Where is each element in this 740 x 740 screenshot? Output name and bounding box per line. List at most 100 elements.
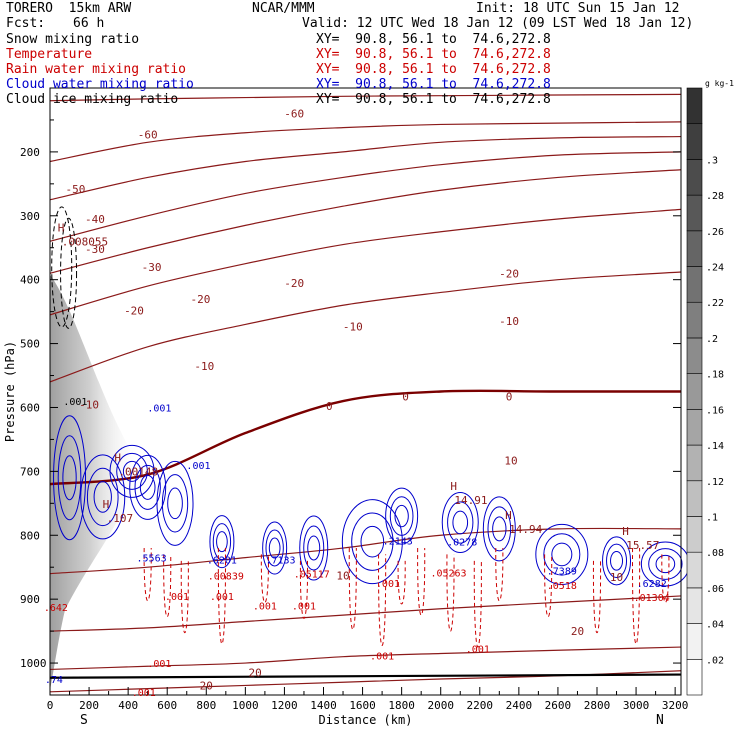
temperature-contour-label: -30 (85, 243, 105, 256)
cloud-water-contour (122, 460, 142, 482)
high-value-label: .107 (107, 512, 134, 525)
cloud-water-contour (482, 496, 516, 562)
rain-contour (260, 554, 269, 603)
cloud-water-contour (57, 435, 82, 521)
snow-contour (51, 206, 73, 328)
temperature-contour-label: -50 (65, 183, 85, 196)
temperature-contour-label: -60 (284, 108, 304, 121)
cloud-water-contour (648, 548, 683, 580)
mixing-ratio-label: .00839 (208, 572, 244, 583)
rain-contour (348, 548, 357, 631)
temperature-contour-label: 20 (571, 625, 584, 638)
temperature-contour-label: 10 (610, 571, 623, 584)
x-tick-label: 2200 (467, 699, 494, 712)
x-tick-label: 1800 (388, 699, 415, 712)
x-tick-label: 1600 (349, 699, 376, 712)
temperature-contour-label: 0 (326, 400, 333, 413)
x-tick-label: 2600 (545, 699, 572, 712)
cloud-water-contour (80, 454, 126, 540)
cloud-water-contour (655, 554, 676, 574)
cloud-water-contour (543, 533, 581, 576)
mixing-ratio-label: .001 (147, 659, 171, 670)
mixing-ratio-label: .001 (132, 688, 156, 699)
temperature-contour-label: 0 (506, 391, 513, 404)
colorbar-segment (686, 480, 703, 517)
x-tick-label: 400 (118, 699, 138, 712)
field-xy-temperature: XY= 90.8, 56.1 to 74.6,272.8 (316, 47, 551, 62)
y-tick-label: 1000 (20, 657, 47, 670)
y-tick-label: 400 (20, 274, 40, 287)
cloud-water-contour (53, 415, 87, 541)
temperature-contour-label: 10 (504, 455, 517, 468)
mixing-ratio-label: .001 (292, 602, 316, 613)
colorbar-tick-label: .06 (706, 584, 724, 595)
colorbar-tick-label: .12 (706, 477, 724, 488)
mixing-ratio-label: .001 (210, 592, 234, 603)
colorbar-segment (686, 230, 703, 267)
temperature-contour-10 (49, 527, 682, 575)
cloud-water-contour (86, 467, 119, 527)
x-tick-label: 2000 (427, 699, 454, 712)
field-name-rain: Rain water mixing ratio (6, 62, 187, 77)
mixing-ratio-label: .2143 (383, 536, 413, 547)
high-value-label: 14.91 (454, 494, 487, 507)
colorbar-tick-label: .24 (706, 263, 724, 274)
mixing-ratio-label: .0278 (447, 538, 477, 549)
cloud-water-contour (134, 464, 161, 510)
rain-contour (661, 554, 670, 603)
temperature-contour-label: -10 (79, 398, 99, 411)
cloud-water-contour (360, 525, 385, 558)
cloud-water-contour (452, 510, 469, 535)
high-value-label: .008055 (62, 235, 108, 248)
cloud-water-contour (212, 523, 232, 561)
cloud-water-contour (602, 536, 632, 586)
rain-contour (417, 548, 426, 616)
cloud-water-contour (93, 481, 112, 513)
cloud-water-contour (262, 521, 288, 575)
high-marker: H (114, 451, 121, 464)
temperature-contour-label: -30 (142, 261, 162, 274)
field-xy-cloud-ice: XY= 90.8, 56.1 to 74.6,272.8 (316, 92, 551, 107)
temperature-contour-label: -40 (85, 213, 105, 226)
cloud-water-contour (265, 529, 284, 567)
snow-contour (60, 217, 78, 329)
field-name-temperature: Temperature (6, 47, 93, 62)
temperature-contour-label: -10 (499, 315, 519, 328)
rain-contour (632, 548, 641, 645)
colorbar-segment (686, 301, 703, 339)
temperature-contour--20 (49, 208, 682, 316)
cloud-water-contour (216, 531, 228, 553)
colorbar-segment (686, 444, 703, 482)
colorbar-tick-label: .3 (706, 155, 718, 166)
cloud-water-contour (606, 543, 628, 578)
rain-contour (217, 548, 226, 645)
plot-frame (49, 87, 682, 696)
field-name-cloud-water: Cloud water mixing ratio (6, 77, 194, 92)
x-tick-label: 1400 (310, 699, 337, 712)
colorbar-tick-label: .22 (706, 298, 724, 309)
temperature-contour-extra (49, 595, 682, 632)
cloud-water-contour (62, 455, 77, 501)
temperature-contour--30 (49, 169, 682, 274)
valid-time: Valid: 12 UTC Wed 18 Jan 12 (09 LST Wed … (302, 16, 694, 31)
temperature-contour-label: -10 (343, 320, 363, 333)
y-tick-label: 800 (20, 529, 40, 542)
surface-line (49, 673, 682, 679)
colorbar-segment (686, 587, 703, 624)
cloud-water-contour (139, 474, 156, 500)
x-tick-label: 600 (157, 699, 177, 712)
colorbar-unit: g kg-1 (705, 79, 734, 88)
y-tick-label: 700 (20, 465, 40, 478)
field-name-snow: Snow mixing ratio (6, 32, 140, 47)
temperature-contour-label: 20 (248, 667, 261, 680)
x-tick-label: 2800 (584, 699, 611, 712)
y-axis-title: Pressure (hPa) (3, 341, 17, 442)
cloud-water-contour (394, 504, 409, 528)
colorbar-segment (686, 516, 703, 553)
colorbar-tick-label: .2 (706, 334, 718, 345)
high-marker: H (505, 509, 512, 522)
mixing-ratio-label: .6282 (637, 579, 667, 590)
mixing-ratio-label: .001 (165, 592, 189, 603)
cloud-water-contour (156, 460, 194, 546)
